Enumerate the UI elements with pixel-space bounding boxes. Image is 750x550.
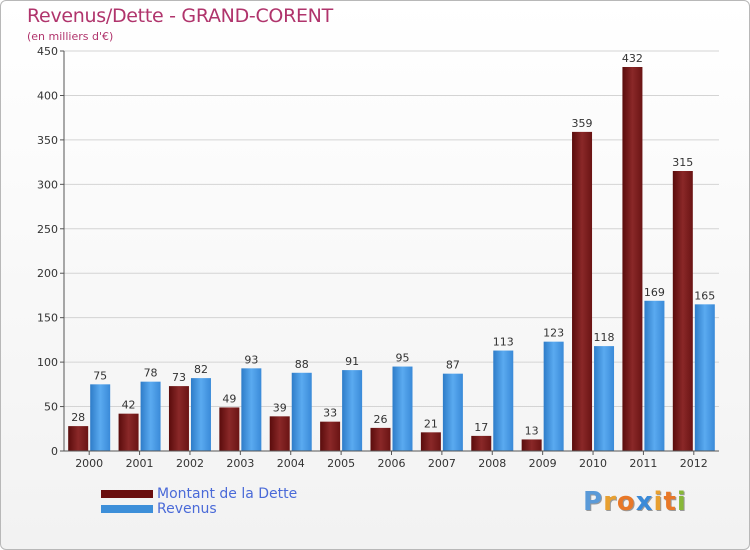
bar-revenus-2007 (442, 373, 463, 451)
x-tick-label-2009: 2009 (529, 457, 557, 470)
bar-dette-2011 (622, 67, 643, 451)
data-label-dette-2012: 315 (672, 156, 693, 169)
bar-revenus-2009 (543, 341, 564, 451)
logo-letter: t (663, 487, 677, 517)
logo-letter: x (635, 487, 654, 517)
bar-dette-2008 (471, 435, 492, 451)
bar-revenus-2001 (140, 381, 161, 451)
data-label-revenus-2012: 165 (694, 289, 715, 302)
x-tick-label-2008: 2008 (478, 457, 506, 470)
bar-dette-2007 (420, 432, 441, 451)
bar-revenus-2011 (644, 300, 665, 451)
legend-swatch-dette (101, 490, 153, 498)
y-tick-label-0: 0 (51, 445, 58, 458)
bar-revenus-2012 (694, 304, 715, 451)
bar-dette-2012 (672, 171, 693, 451)
x-tick-label-2001: 2001 (126, 457, 154, 470)
data-label-revenus-2001: 78 (144, 367, 158, 380)
data-label-dette-2008: 17 (474, 421, 488, 434)
x-tick-label-2011: 2011 (629, 457, 657, 470)
bar-dette-2003 (219, 407, 240, 451)
bar-dette-2004 (269, 416, 290, 451)
data-label-revenus-2003: 93 (244, 353, 258, 366)
data-label-dette-2001: 42 (122, 399, 136, 412)
bar-revenus-2005 (342, 370, 363, 451)
bar-revenus-2000 (90, 384, 111, 451)
y-tick-label-100: 100 (37, 356, 58, 369)
x-tick-label-2006: 2006 (378, 457, 406, 470)
data-label-dette-2002: 73 (172, 371, 186, 384)
y-tick-label-200: 200 (37, 267, 58, 280)
y-tick-label-150: 150 (37, 312, 58, 325)
y-tick-label-400: 400 (37, 89, 58, 102)
bar-dette-2009 (521, 439, 542, 451)
data-label-revenus-2009: 123 (543, 327, 564, 340)
x-tick-label-2000: 2000 (75, 457, 103, 470)
data-label-dette-2010: 359 (572, 117, 593, 130)
data-label-dette-2005: 33 (323, 407, 337, 420)
data-label-dette-2007: 21 (424, 417, 438, 430)
data-label-revenus-2005: 91 (345, 355, 359, 368)
chart-title: Revenus/Dette - GRAND-CORENT (27, 5, 333, 27)
x-tick-label-2007: 2007 (428, 457, 456, 470)
logo-letter: r (603, 487, 617, 517)
x-tick-label-2010: 2010 (579, 457, 607, 470)
proxiti-logo: Proxiti (583, 487, 687, 517)
data-label-revenus-2011: 169 (644, 286, 665, 299)
logo-letter: o (616, 487, 636, 517)
data-label-dette-2006: 26 (374, 413, 388, 426)
data-label-revenus-2007: 87 (446, 359, 460, 372)
data-label-revenus-2006: 95 (396, 352, 410, 365)
data-label-dette-2009: 13 (525, 424, 539, 437)
bar-revenus-2004 (291, 372, 312, 451)
data-label-dette-2004: 39 (273, 401, 287, 414)
bar-revenus-2002 (190, 378, 211, 451)
y-tick-label-250: 250 (37, 223, 58, 236)
legend-label-revenus: Revenus (157, 501, 217, 517)
logo-letter: i (676, 487, 687, 517)
data-label-revenus-2010: 118 (594, 331, 615, 344)
legend-swatch-revenus (101, 505, 153, 513)
data-label-dette-2000: 28 (71, 411, 85, 424)
data-label-dette-2011: 432 (622, 52, 643, 65)
x-tick-label-2002: 2002 (176, 457, 204, 470)
x-tick-label-2003: 2003 (226, 457, 254, 470)
bar-dette-2010 (572, 131, 593, 451)
data-label-revenus-2000: 75 (93, 369, 107, 382)
bar-revenus-2008 (493, 350, 514, 451)
bar-dette-2002 (168, 386, 189, 451)
y-tick-label-300: 300 (37, 178, 58, 191)
data-label-revenus-2008: 113 (493, 336, 514, 349)
x-tick-label-2005: 2005 (327, 457, 355, 470)
data-label-revenus-2004: 88 (295, 358, 309, 371)
bar-dette-2006 (370, 427, 391, 451)
bar-dette-2000 (68, 426, 89, 451)
data-label-revenus-2002: 82 (194, 363, 208, 376)
x-tick-label-2004: 2004 (277, 457, 305, 470)
logo-letter: i (653, 487, 664, 517)
bar-dette-2001 (118, 413, 139, 451)
legend-label-dette: Montant de la Dette (157, 486, 298, 502)
logo-letter: P (583, 487, 604, 517)
x-tick-label-2012: 2012 (680, 457, 708, 470)
y-tick-label-450: 450 (37, 45, 58, 58)
y-tick-label-350: 350 (37, 134, 58, 147)
bar-revenus-2006 (392, 366, 413, 451)
bar-dette-2005 (320, 421, 341, 451)
chart-subtitle: (en milliers d'€) (27, 30, 114, 43)
y-tick-label-50: 50 (44, 401, 58, 414)
bar-revenus-2010 (594, 346, 615, 451)
data-label-dette-2003: 49 (222, 392, 236, 405)
bar-revenus-2003 (241, 368, 262, 451)
